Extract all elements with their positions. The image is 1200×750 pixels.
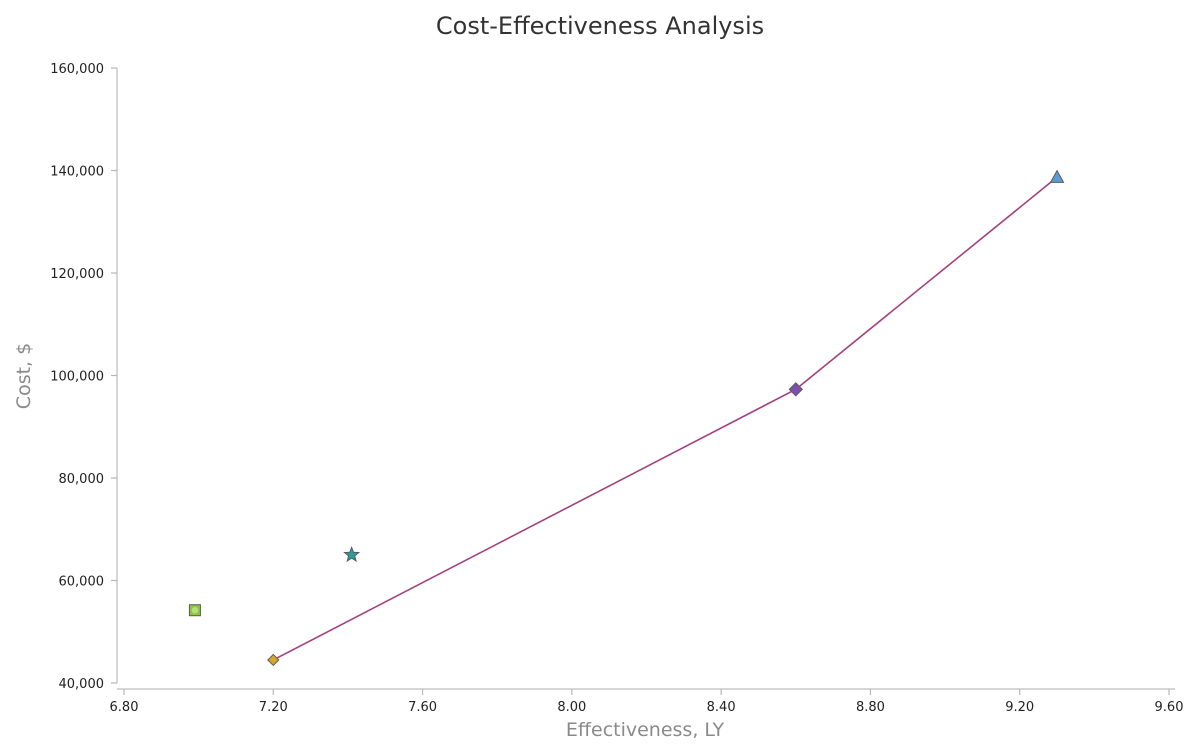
chart-title: Cost-Effectiveness Analysis (436, 12, 764, 40)
x-axis-ticks: 6.80 7.20 7.60 8.00 8.40 8.80 9.20 9.60 (110, 689, 1184, 715)
point-diamond (788, 382, 803, 397)
point-square-highlight (191, 607, 199, 614)
y-tick-label: 120,000 (50, 267, 104, 282)
plot-area (188, 169, 1065, 667)
y-tick-label: 100,000 (50, 370, 104, 385)
y-tick-label: 80,000 (59, 472, 105, 487)
point-square (188, 604, 201, 617)
point-triangle (1049, 169, 1065, 183)
y-tick-label: 60,000 (59, 575, 105, 590)
x-axis-title: Effectiveness, LY (566, 719, 725, 741)
x-tick-label: 8.80 (856, 700, 885, 715)
x-tick-label: 9.60 (1155, 700, 1184, 715)
y-tick-label: 40,000 (59, 677, 105, 692)
x-tick-label: 9.20 (1005, 700, 1034, 715)
point-star (343, 545, 361, 563)
x-tick-label: 7.60 (408, 700, 437, 715)
y-tick-label: 160,000 (50, 62, 104, 77)
y-axis-ticks: 40,000 60,000 80,000 100,000 120,000 140,000 1… (50, 62, 117, 692)
y-axis-title: Cost, $ (13, 343, 35, 409)
x-tick-label: 8.40 (707, 700, 736, 715)
frontier-line (272, 176, 1058, 661)
x-tick-label: 7.20 (259, 700, 288, 715)
x-tick-label: 8.00 (557, 700, 586, 715)
y-tick-label: 140,000 (50, 165, 104, 180)
point-diamond (267, 653, 280, 667)
x-tick-label: 6.80 (110, 700, 139, 715)
